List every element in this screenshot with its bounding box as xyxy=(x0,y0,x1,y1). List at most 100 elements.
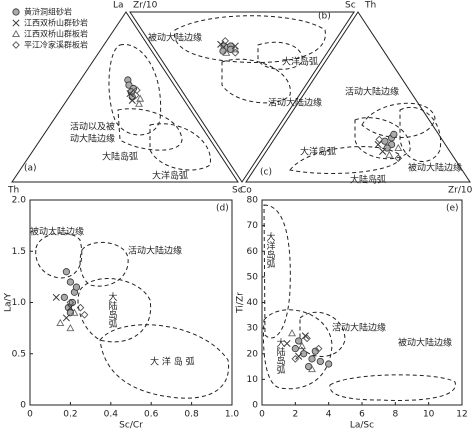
marker-triangle xyxy=(222,48,231,56)
field-line xyxy=(99,324,230,399)
x-tick-label: 0.8 xyxy=(184,410,199,420)
vertex-label: Sc xyxy=(345,1,356,11)
annotation: 活动大陆边缘 xyxy=(268,97,322,109)
marker-diamond xyxy=(291,355,300,363)
marker-cross xyxy=(62,314,70,322)
annotation: 活动以及被 xyxy=(70,121,115,133)
plot-frame xyxy=(261,199,463,406)
marker-triangle xyxy=(288,329,296,337)
legend-marker xyxy=(12,8,20,16)
marker-triangle xyxy=(308,364,316,373)
field-line xyxy=(108,43,162,136)
y-axis-label: La/Y xyxy=(4,292,14,312)
field-line xyxy=(117,108,183,151)
marker-diamond xyxy=(221,37,230,45)
legend-label: 平江冷家溪群板岩 xyxy=(24,40,88,50)
marker-cross xyxy=(295,352,303,360)
marker-diamond xyxy=(231,48,240,57)
marker-triangle xyxy=(135,99,143,107)
marker-diamond xyxy=(80,310,89,319)
marker-diamond xyxy=(303,334,311,343)
x-axis-label: Sc/Cr xyxy=(119,421,143,431)
legend-label: 江西双桥山群板岩 xyxy=(24,29,88,39)
y-tick-label: 70 xyxy=(247,221,259,231)
marker-circle xyxy=(295,337,303,345)
panel-label: (d) xyxy=(216,204,229,214)
annotation: 大洋岛弧 xyxy=(300,146,336,158)
x-tick-label: 0.4 xyxy=(104,410,119,420)
field-line xyxy=(354,117,411,160)
field-line xyxy=(262,309,333,390)
y-axis-label: Ti/Zr xyxy=(236,292,246,314)
triangle-frame xyxy=(245,11,471,183)
marker-diamond xyxy=(394,154,403,163)
x-tick-label: 0.6 xyxy=(144,410,159,420)
annotation: 大陆岛弧 xyxy=(102,151,138,163)
y-tick-label: 0.5 xyxy=(12,349,26,359)
y-tick-label: 10 xyxy=(247,375,259,385)
y-tick-label: 0 xyxy=(252,401,258,411)
ternary-plot xyxy=(129,11,355,183)
vertex-label: Co xyxy=(240,186,252,196)
annotation: 大洋岛弧 xyxy=(265,231,276,269)
marker-cross xyxy=(283,339,291,348)
marker-diamond xyxy=(66,298,75,307)
ternary-plot xyxy=(245,11,471,183)
vertex-label: Zr/10 xyxy=(448,186,473,196)
ternary-plot xyxy=(11,11,239,183)
legend-label: 黄浒洞组砂岩 xyxy=(24,7,72,17)
marker-cross xyxy=(66,304,74,312)
vertex-label: Zr/10 xyxy=(133,1,158,11)
x-tick-label: 6 xyxy=(359,410,365,420)
annotation: 大洋岛弧 xyxy=(152,170,188,182)
y-tick-label: 80 xyxy=(247,196,259,206)
x-tick-label: 1.0 xyxy=(225,410,240,420)
marker-triangle xyxy=(385,150,394,158)
marker-cross xyxy=(52,293,60,301)
legend-marker xyxy=(12,41,20,49)
annotation: 被动大陆边缘 xyxy=(398,337,452,349)
vertex-label: Th xyxy=(7,186,19,196)
marker-circle xyxy=(381,137,389,145)
annotation: 被动大陆边缘 xyxy=(148,32,202,44)
field-line xyxy=(329,374,456,401)
marker-cross xyxy=(379,147,387,155)
annotation: 活动大陆边缘 xyxy=(332,322,386,334)
x-tick-label: 2 xyxy=(292,410,298,420)
marker-circle xyxy=(60,293,68,301)
marker-diamond xyxy=(375,135,384,144)
marker-cross xyxy=(128,96,136,104)
marker-circle xyxy=(291,345,299,353)
marker-circle xyxy=(72,283,81,291)
field-line xyxy=(361,102,436,139)
field-line xyxy=(35,232,83,279)
field-line xyxy=(77,278,152,343)
field-line xyxy=(289,146,401,174)
panel-label: (b) xyxy=(318,12,331,22)
legend-marker xyxy=(12,29,20,38)
annotation: 大陆岛弧 xyxy=(350,174,386,186)
vertex-label: La xyxy=(113,1,124,11)
legend-label: 江西双桥山群砂岩 xyxy=(24,18,88,28)
annotation: 大陆岛弧 xyxy=(107,291,118,329)
x-tick-label: 4 xyxy=(326,410,332,420)
annotation: 活动大陆边缘 xyxy=(128,245,182,257)
marker-circle xyxy=(383,144,391,152)
y-tick-label: 30 xyxy=(247,324,259,334)
marker-diamond xyxy=(76,303,85,312)
panel-label: (a) xyxy=(24,164,37,174)
marker-triangle xyxy=(136,94,145,102)
x-tick-label: 0 xyxy=(27,410,33,420)
marker-circle xyxy=(62,268,70,276)
marker-triangle xyxy=(394,143,403,152)
annotation: 被动大陆边缘 xyxy=(30,226,84,238)
annotation: 活动大陆边缘 xyxy=(345,86,399,98)
panel-label: (c) xyxy=(260,168,272,178)
marker-cross xyxy=(374,141,382,149)
marker-cross xyxy=(126,90,134,98)
marker-triangle xyxy=(298,341,306,350)
y-tick-label: 20 xyxy=(247,349,259,359)
marker-triangle xyxy=(70,308,79,316)
marker-circle xyxy=(66,278,75,286)
